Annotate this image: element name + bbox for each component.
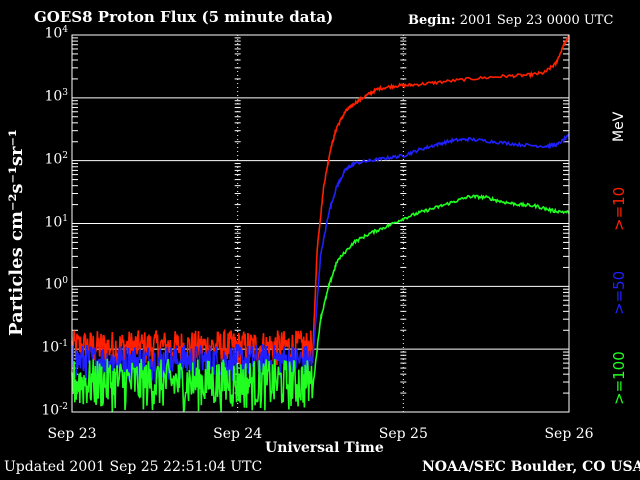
- y-tick-exponent: 4: [62, 25, 68, 35]
- x-tick-label-1: Sep 24: [213, 426, 263, 442]
- series-line-1: [71, 133, 570, 385]
- y-axis-label-text: Particles cm⁻²s⁻¹sr⁻¹: [6, 129, 27, 336]
- credit-text: NOAA/SEC Boulder, CO USA: [422, 459, 640, 475]
- y-tick-exponent: -2: [59, 402, 68, 412]
- y-tick-base: 10: [44, 214, 63, 231]
- plot-frame: [71, 34, 570, 413]
- y-tick-exponent: 0: [62, 276, 68, 287]
- y-tick-exponent: 1: [62, 213, 68, 224]
- updated-time: Updated 2001 Sep 25 22:51:04 UTC: [4, 459, 262, 475]
- y-tick-base: 10: [44, 88, 63, 105]
- y-tick-exponent: 2: [62, 150, 68, 161]
- begin-label: Begin:: [408, 13, 456, 28]
- y-tick-base: 10: [44, 25, 63, 42]
- x-tick-label-2: Sep 25: [378, 426, 428, 442]
- y-axis-label: Particles cm⁻²s⁻¹sr⁻¹: [6, 129, 27, 336]
- x-axis-label: Universal Time: [265, 440, 384, 456]
- y-tick-base: 10: [44, 151, 63, 168]
- y-tick-exponent: 3: [62, 87, 68, 98]
- y-tick-base: 10: [41, 339, 60, 356]
- begin-time: Begin: 2001 Sep 23 0000 UTC: [408, 13, 613, 28]
- legend-item-1: >=50: [610, 270, 628, 315]
- y-tick-label-3: 101: [8, 214, 68, 231]
- series-line-2: [71, 194, 570, 412]
- legend-item-0: >=10: [610, 186, 628, 231]
- y-tick-label-0: 10-2: [8, 402, 68, 419]
- y-tick-base: 10: [41, 402, 60, 419]
- y-tick-label-5: 103: [8, 88, 68, 105]
- y-tick-label-6: 104: [8, 25, 68, 42]
- y-tick-label-1: 10-1: [8, 339, 68, 356]
- x-tick-label-3: Sep 26: [544, 426, 594, 442]
- y-tick-base: 10: [44, 276, 63, 293]
- begin-value: 2001 Sep 23 0000 UTC: [459, 13, 614, 28]
- chart-title: GOES8 Proton Flux (5 minute data): [34, 8, 334, 26]
- legend-units: MeV: [611, 111, 627, 142]
- y-tick-label-4: 102: [8, 151, 68, 168]
- series-line-0: [71, 34, 570, 368]
- x-tick-label-0: Sep 23: [47, 426, 97, 442]
- y-tick-exponent: -1: [59, 339, 68, 350]
- series-lines: [71, 34, 570, 412]
- updated-label: Updated: [4, 459, 65, 475]
- updated-value: 2001 Sep 25 22:51:04 UTC: [69, 459, 263, 475]
- y-tick-label-2: 100: [8, 276, 68, 293]
- legend-item-2: >=100: [610, 351, 628, 405]
